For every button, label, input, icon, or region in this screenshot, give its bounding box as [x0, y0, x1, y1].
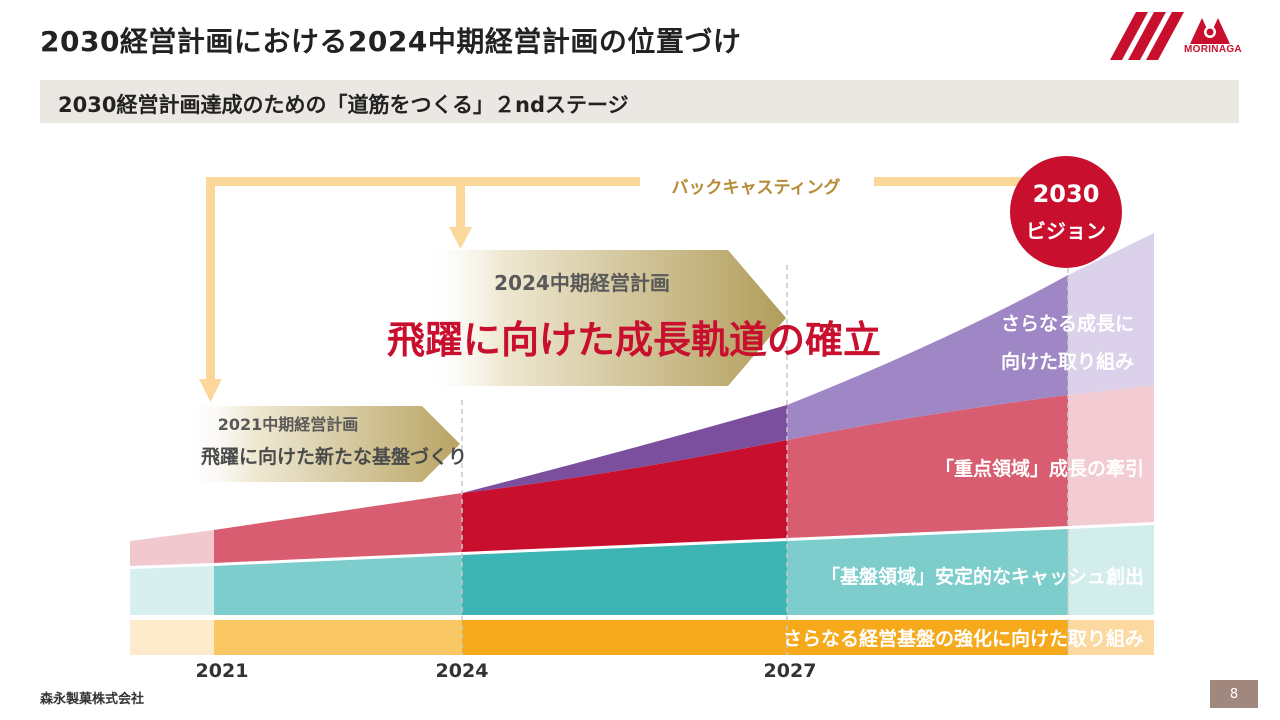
year-guides: [461, 250, 1069, 655]
angel-mark-icon: [1190, 18, 1230, 44]
growth-layer: [462, 233, 1154, 493]
subtitle-band: 2030経営計画達成のための「道筋をつくる」２ndステージ: [40, 80, 1239, 123]
growth-label-line2: 向けた取り組み: [1001, 350, 1134, 373]
morinaga-logo: [1110, 12, 1230, 60]
plan-2021-slogan: 飛躍に向けた新たな基盤づくり: [201, 445, 467, 468]
focus-layer: [130, 385, 1154, 566]
year-label-2027: 2027: [764, 660, 817, 682]
page-number: 8: [1210, 680, 1258, 708]
logo-stripes-icon: [1110, 12, 1184, 60]
growth-label-line1: さらなる成長に: [1001, 312, 1134, 335]
logo-text: MORINAGA: [1184, 44, 1242, 55]
plan-2021-title: 2021中期経営計画: [218, 415, 359, 434]
subtitle: 2030経営計画達成のための「道筋をつくる」２ndステージ: [58, 93, 629, 117]
plan-2024-title: 2024中期経営計画: [494, 271, 670, 295]
plan-2024-chevron: [420, 250, 786, 386]
foundation-band: [130, 620, 1154, 655]
plan-2024-slogan: 飛躍に向けた成長軌道の確立: [387, 318, 881, 362]
year-label-2024: 2024: [436, 660, 489, 682]
vision-circle: [1010, 156, 1122, 268]
vision-year: 2030: [1033, 180, 1100, 208]
plan-2021-chevron: [180, 406, 460, 482]
year-label-2021: 2021: [196, 660, 249, 682]
page-title: 2030経営計画における2024中期経営計画の位置づけ: [40, 25, 742, 58]
vision-label: ビジョン: [1026, 219, 1106, 243]
foundation-label: さらなる経営基盤の強化に向けた取り組み: [783, 627, 1144, 650]
company-name: 森永製菓株式会社: [40, 692, 145, 707]
focus-label: 「重点領域」成長の牽引: [935, 457, 1144, 480]
backcasting-label: バックキャスティング: [672, 177, 841, 198]
base-label: 「基盤領域」安定的なキャッシュ創出: [821, 565, 1144, 588]
backcasting-arrow: [199, 177, 1024, 402]
base-layer: [130, 525, 1154, 615]
